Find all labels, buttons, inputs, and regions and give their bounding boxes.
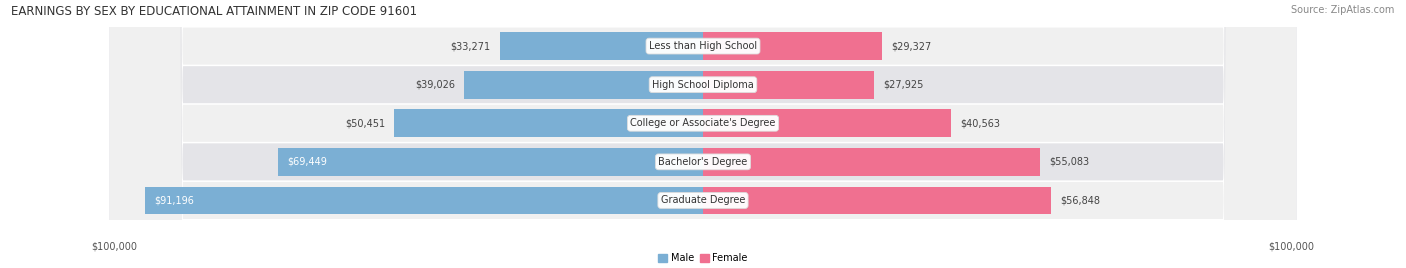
FancyBboxPatch shape bbox=[110, 0, 1296, 268]
Text: $33,271: $33,271 bbox=[450, 41, 491, 51]
FancyBboxPatch shape bbox=[110, 0, 1296, 268]
Text: $39,026: $39,026 bbox=[415, 80, 456, 90]
Text: $69,449: $69,449 bbox=[287, 157, 328, 167]
Bar bbox=[395, 109, 703, 137]
Bar bbox=[464, 71, 703, 99]
Text: Less than High School: Less than High School bbox=[650, 41, 756, 51]
Text: $50,451: $50,451 bbox=[344, 118, 385, 128]
Legend: Male, Female: Male, Female bbox=[658, 253, 748, 263]
FancyBboxPatch shape bbox=[110, 0, 1296, 268]
Text: Graduate Degree: Graduate Degree bbox=[661, 195, 745, 206]
FancyBboxPatch shape bbox=[110, 0, 1296, 268]
Text: EARNINGS BY SEX BY EDUCATIONAL ATTAINMENT IN ZIP CODE 91601: EARNINGS BY SEX BY EDUCATIONAL ATTAINMEN… bbox=[11, 5, 418, 18]
Bar bbox=[703, 109, 950, 137]
Text: College or Associate's Degree: College or Associate's Degree bbox=[630, 118, 776, 128]
Bar bbox=[703, 32, 883, 60]
Bar bbox=[703, 71, 873, 99]
Text: $100,000: $100,000 bbox=[1268, 241, 1315, 251]
Text: $100,000: $100,000 bbox=[91, 241, 138, 251]
Bar bbox=[499, 32, 703, 60]
FancyBboxPatch shape bbox=[110, 0, 1296, 268]
Bar bbox=[145, 187, 703, 214]
Text: $55,083: $55,083 bbox=[1049, 157, 1090, 167]
Text: $29,327: $29,327 bbox=[891, 41, 932, 51]
Text: Source: ZipAtlas.com: Source: ZipAtlas.com bbox=[1291, 5, 1395, 15]
Bar bbox=[278, 148, 703, 176]
Text: $56,848: $56,848 bbox=[1060, 195, 1099, 206]
Text: $40,563: $40,563 bbox=[960, 118, 1000, 128]
Text: High School Diploma: High School Diploma bbox=[652, 80, 754, 90]
Text: Bachelor's Degree: Bachelor's Degree bbox=[658, 157, 748, 167]
Bar bbox=[703, 148, 1040, 176]
Bar bbox=[703, 187, 1050, 214]
Text: $27,925: $27,925 bbox=[883, 80, 924, 90]
Text: $91,196: $91,196 bbox=[155, 195, 194, 206]
